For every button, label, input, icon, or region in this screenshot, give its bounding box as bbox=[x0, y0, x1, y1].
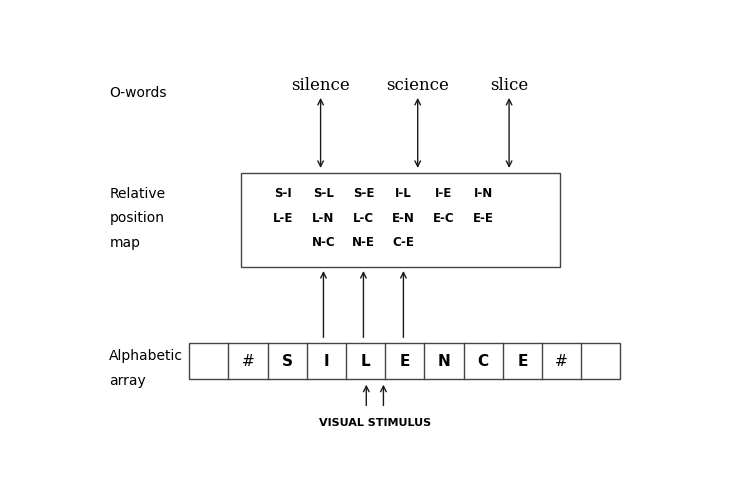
Text: position: position bbox=[109, 211, 164, 225]
Text: array: array bbox=[109, 374, 146, 388]
Text: O-words: O-words bbox=[109, 86, 167, 100]
Text: S: S bbox=[282, 354, 293, 369]
Text: E: E bbox=[399, 354, 410, 369]
Text: I-L: I-L bbox=[395, 187, 412, 200]
Text: silence: silence bbox=[291, 77, 350, 94]
Bar bbox=[240, 173, 560, 268]
Text: slice: slice bbox=[490, 77, 528, 94]
Text: L-C: L-C bbox=[353, 212, 374, 225]
Bar bbox=[189, 343, 621, 379]
Text: I-E: I-E bbox=[435, 187, 452, 200]
Text: I-N: I-N bbox=[474, 187, 493, 200]
Text: I: I bbox=[324, 354, 329, 369]
Text: E: E bbox=[517, 354, 528, 369]
Text: N: N bbox=[438, 354, 450, 369]
Text: VISUAL STIMULUS: VISUAL STIMULUS bbox=[319, 418, 431, 429]
Text: Alphabetic: Alphabetic bbox=[109, 349, 184, 364]
Text: C-E: C-E bbox=[393, 236, 414, 249]
Text: L: L bbox=[361, 354, 371, 369]
Text: N-E: N-E bbox=[352, 236, 375, 249]
Text: E-N: E-N bbox=[392, 212, 415, 225]
Text: map: map bbox=[109, 236, 140, 250]
Text: Relative: Relative bbox=[109, 186, 165, 201]
Text: C: C bbox=[478, 354, 489, 369]
Text: E-E: E-E bbox=[473, 212, 494, 225]
Text: L-N: L-N bbox=[312, 212, 335, 225]
Text: E-C: E-C bbox=[433, 212, 454, 225]
Text: #: # bbox=[242, 354, 254, 369]
Text: S-I: S-I bbox=[275, 187, 293, 200]
Text: #: # bbox=[555, 354, 568, 369]
Text: S-L: S-L bbox=[313, 187, 334, 200]
Text: L-E: L-E bbox=[273, 212, 293, 225]
Text: science: science bbox=[386, 77, 449, 94]
Text: N-C: N-C bbox=[312, 236, 335, 249]
Text: S-E: S-E bbox=[353, 187, 374, 200]
